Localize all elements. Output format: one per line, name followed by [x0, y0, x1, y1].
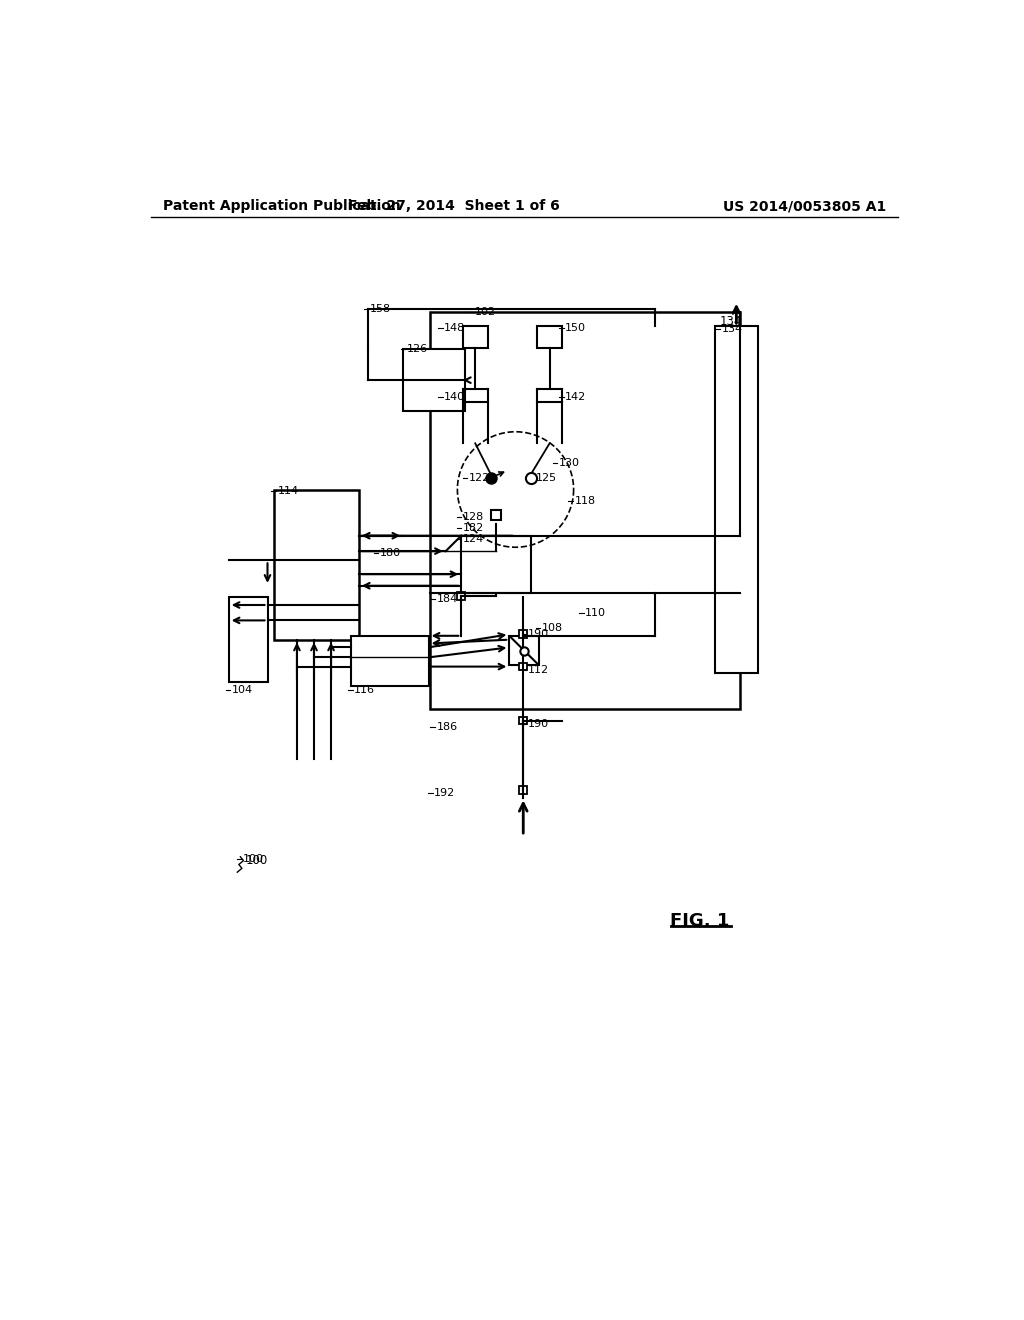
Text: 128: 128: [463, 512, 484, 523]
Text: 150: 150: [565, 323, 586, 333]
Text: US 2014/0053805 A1: US 2014/0053805 A1: [723, 199, 886, 213]
Text: 130: 130: [559, 458, 580, 467]
Text: 114: 114: [278, 486, 299, 496]
Text: 118: 118: [574, 496, 596, 506]
Bar: [492, 511, 501, 520]
Bar: [351, 636, 429, 686]
Text: 190: 190: [528, 630, 549, 639]
Text: 134: 134: [720, 315, 742, 329]
Text: 184: 184: [436, 594, 458, 603]
Text: 126: 126: [407, 345, 428, 354]
Text: 124: 124: [463, 533, 484, 544]
Bar: [519, 663, 527, 671]
Text: 192: 192: [434, 788, 456, 797]
Bar: [228, 597, 267, 682]
Text: 116: 116: [354, 685, 376, 694]
Text: 140: 140: [444, 392, 465, 403]
Bar: [716, 326, 758, 673]
Text: 158: 158: [370, 305, 391, 314]
Text: 112: 112: [528, 665, 549, 675]
Bar: [509, 636, 539, 665]
Bar: [273, 490, 359, 640]
Text: 122: 122: [469, 473, 490, 483]
Bar: [403, 350, 465, 411]
Text: 125: 125: [536, 473, 557, 483]
Text: 102: 102: [475, 308, 497, 317]
Bar: [519, 785, 527, 793]
Text: 104: 104: [231, 685, 253, 694]
Bar: [463, 326, 487, 348]
Text: 190: 190: [528, 718, 549, 729]
Bar: [458, 591, 465, 599]
Text: 100: 100: [246, 854, 268, 867]
Text: FIG. 1: FIG. 1: [671, 912, 730, 929]
Text: 142: 142: [565, 392, 587, 403]
Bar: [538, 326, 562, 348]
Text: Patent Application Publication: Patent Application Publication: [163, 199, 400, 213]
Text: 108: 108: [542, 623, 563, 634]
Text: Feb. 27, 2014  Sheet 1 of 6: Feb. 27, 2014 Sheet 1 of 6: [347, 199, 559, 213]
Text: 100: 100: [243, 854, 264, 865]
Text: 110: 110: [586, 607, 606, 618]
Text: 148: 148: [444, 323, 466, 333]
Bar: [430, 313, 740, 709]
Bar: [461, 536, 531, 594]
Bar: [519, 631, 527, 638]
Bar: [519, 717, 527, 725]
Text: 180: 180: [380, 548, 401, 557]
Text: 182: 182: [463, 523, 484, 533]
Text: 186: 186: [436, 722, 458, 731]
Text: 134: 134: [722, 325, 742, 334]
